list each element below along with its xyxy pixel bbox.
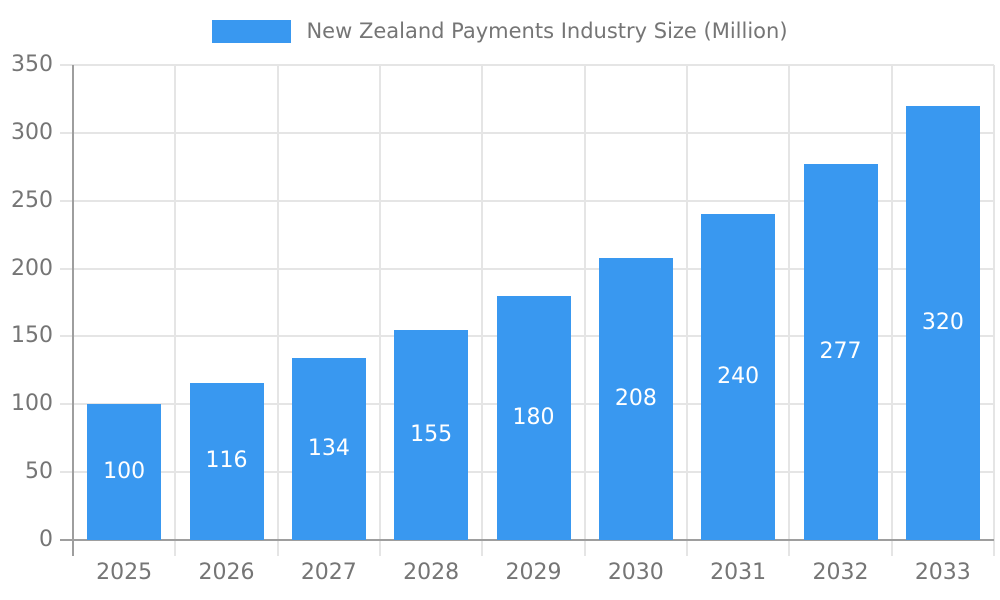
- x-tick-label: 2031: [710, 560, 767, 585]
- x-gridline: [890, 65, 893, 556]
- y-tick-label: 0: [39, 527, 53, 552]
- y-tick-label: 350: [11, 52, 53, 77]
- y-tick-label: 250: [11, 187, 53, 213]
- y-tick-label: 50: [25, 459, 53, 485]
- y-tick-label: 150: [11, 323, 53, 349]
- bar-value-label: 208: [614, 385, 657, 411]
- x-tick-label: 2030: [607, 560, 664, 585]
- x-gridline: [379, 65, 381, 556]
- bar-2027[interactable]: [291, 358, 366, 540]
- y-gridline: [60, 64, 994, 66]
- bar-value-label: 277: [819, 339, 862, 365]
- y-tick-label: 100: [11, 391, 53, 417]
- x-tick-label: 2028: [403, 560, 460, 585]
- bar-2032[interactable]: [803, 164, 878, 540]
- bar-value-label: 320: [921, 309, 964, 335]
- x-tick-label: 2027: [300, 560, 357, 585]
- x-gridline: [276, 65, 279, 556]
- y-tick-label: 200: [11, 255, 53, 281]
- x-tick-label: 2026: [198, 560, 255, 585]
- y-gridline: [60, 267, 994, 270]
- y-gridline: [60, 131, 994, 134]
- legend-label: New Zealand Payments Industry Size (Mill…: [306, 19, 788, 43]
- x-gridline: [481, 65, 484, 556]
- legend[interactable]: New Zealand Payments Industry Size (Mill…: [0, 19, 1000, 43]
- bar-2030[interactable]: [598, 257, 673, 540]
- x-gridline: [993, 65, 995, 556]
- y-gridline: [60, 199, 994, 202]
- x-gridline: [788, 65, 791, 556]
- bar-2033[interactable]: [905, 105, 980, 540]
- bar-value-label: 116: [205, 448, 248, 474]
- bar-value-label: 100: [103, 459, 146, 485]
- bar-value-label: 134: [307, 436, 350, 462]
- bar-2028[interactable]: [394, 329, 469, 540]
- bar-2029[interactable]: [496, 295, 571, 540]
- legend-swatch-icon: [212, 19, 292, 43]
- y-tick-label: 300: [11, 119, 53, 145]
- bar-value-label: 240: [717, 364, 760, 390]
- bar-value-label: 155: [410, 421, 453, 447]
- bar-2026[interactable]: [189, 382, 264, 540]
- x-tick-label: 2025: [96, 560, 153, 585]
- x-gridline: [583, 65, 586, 556]
- bar-value-label: 180: [512, 404, 555, 430]
- x-axis-line: [60, 539, 994, 541]
- x-tick-label: 2033: [914, 560, 971, 585]
- y-axis-line: [72, 65, 74, 556]
- x-tick-label: 2032: [812, 560, 869, 585]
- bar-2025[interactable]: [87, 404, 162, 540]
- x-gridline: [686, 65, 688, 556]
- bar-2031[interactable]: [701, 214, 776, 540]
- x-gridline: [174, 65, 177, 556]
- x-tick-label: 2029: [505, 560, 562, 585]
